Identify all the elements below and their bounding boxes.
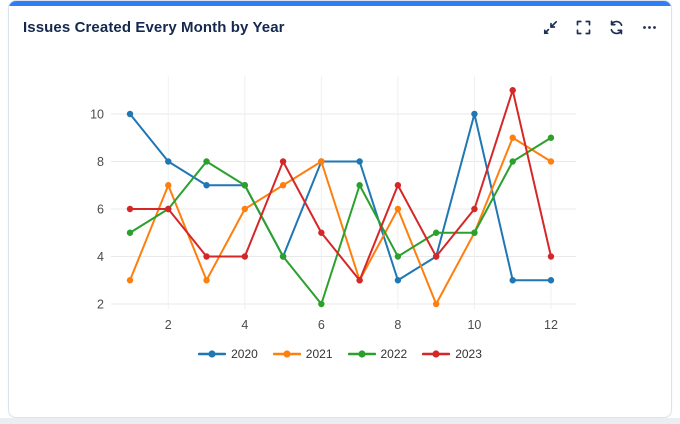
card-title: Issues Created Every Month by Year (23, 18, 285, 36)
x-tick-label: 12 (544, 318, 558, 332)
data-point[interactable] (126, 229, 134, 236)
dashboard-widget-card: Issues Created Every Month by Year (8, 0, 672, 418)
data-point[interactable] (126, 277, 134, 284)
more-options-icon (642, 25, 656, 29)
data-point[interactable] (279, 253, 287, 260)
data-point[interactable] (241, 253, 249, 260)
data-point[interactable] (509, 158, 516, 165)
data-point[interactable] (432, 253, 440, 260)
data-point[interactable] (432, 300, 440, 308)
legend-marker-icon (198, 350, 227, 358)
series-line-2021 (129, 136, 552, 305)
line-chart-canvas: 2 4 6 8 10 2 4 6 8 10 12 (90, 76, 576, 332)
y-tick-label: 8 (97, 155, 104, 169)
y-tick-label: 10 (90, 108, 104, 122)
x-tick-label: 8 (394, 318, 401, 332)
data-point[interactable] (547, 277, 555, 284)
legend-label: 2020 (231, 347, 258, 361)
data-point[interactable] (509, 277, 516, 284)
data-point[interactable] (126, 110, 134, 118)
fullscreen-icon (576, 20, 590, 34)
card-accent-bar (9, 1, 671, 6)
line-chart: 2 4 6 8 10 2 4 6 8 10 12 (9, 61, 671, 341)
y-tick-label: 6 (97, 203, 104, 217)
data-point[interactable] (318, 229, 325, 236)
card-header: Issues Created Every Month by Year (9, 6, 671, 48)
data-point[interactable] (394, 253, 402, 260)
data-point[interactable] (356, 182, 363, 189)
x-tick-label: 2 (165, 318, 172, 332)
data-point[interactable] (165, 182, 172, 189)
data-point[interactable] (509, 134, 516, 141)
legend-item-2021[interactable]: 2021 (272, 347, 333, 361)
data-point[interactable] (394, 182, 402, 189)
legend-item-2022[interactable]: 2022 (347, 347, 408, 361)
data-point[interactable] (471, 229, 478, 236)
y-tick-label: 4 (97, 250, 104, 264)
data-point[interactable] (547, 158, 555, 165)
data-point[interactable] (241, 182, 249, 189)
data-point[interactable] (394, 277, 402, 284)
y-tick-label: 2 (97, 298, 104, 312)
data-point[interactable] (279, 158, 287, 165)
data-point[interactable] (318, 300, 325, 308)
data-point[interactable] (279, 182, 287, 189)
data-point[interactable] (165, 158, 172, 165)
data-point[interactable] (471, 205, 478, 213)
data-point[interactable] (126, 205, 134, 213)
card-toolbar (542, 19, 657, 35)
data-point[interactable] (165, 205, 172, 213)
x-tick-label: 4 (241, 318, 248, 332)
legend-label: 2022 (380, 347, 408, 361)
series-line-2020 (129, 113, 552, 282)
series-line-2023 (129, 89, 552, 282)
data-point[interactable] (509, 87, 516, 94)
data-point[interactable] (547, 134, 555, 141)
fullscreen-button[interactable] (575, 19, 591, 35)
data-point[interactable] (241, 205, 249, 213)
legend-item-2023[interactable]: 2023 (422, 347, 482, 361)
data-point[interactable] (432, 229, 440, 236)
page-background-strip (0, 418, 680, 424)
data-point[interactable] (203, 158, 210, 165)
refresh-button[interactable] (608, 19, 624, 35)
x-tick-label: 6 (318, 318, 325, 332)
data-point[interactable] (547, 253, 555, 260)
legend-marker-icon (347, 350, 376, 358)
legend-marker-icon (272, 350, 301, 358)
legend-item-2020[interactable]: 2020 (198, 347, 258, 361)
legend-label: 2023 (455, 347, 482, 361)
data-point[interactable] (203, 277, 210, 284)
collapse-icon (543, 20, 557, 34)
legend-label: 2021 (305, 347, 333, 361)
data-point[interactable] (203, 253, 210, 260)
more-options-button[interactable] (641, 19, 657, 35)
collapse-button[interactable] (542, 19, 558, 35)
legend-marker-icon (422, 350, 451, 358)
chart-legend: 2020 2021 2022 2023 (9, 347, 671, 361)
data-point[interactable] (203, 182, 210, 189)
data-point[interactable] (318, 158, 325, 165)
series-line-2022 (129, 136, 552, 305)
data-point[interactable] (356, 158, 363, 165)
data-point[interactable] (356, 277, 363, 284)
refresh-icon (610, 20, 622, 34)
data-point[interactable] (394, 205, 402, 213)
data-point[interactable] (471, 110, 478, 118)
x-tick-label: 10 (467, 318, 481, 332)
